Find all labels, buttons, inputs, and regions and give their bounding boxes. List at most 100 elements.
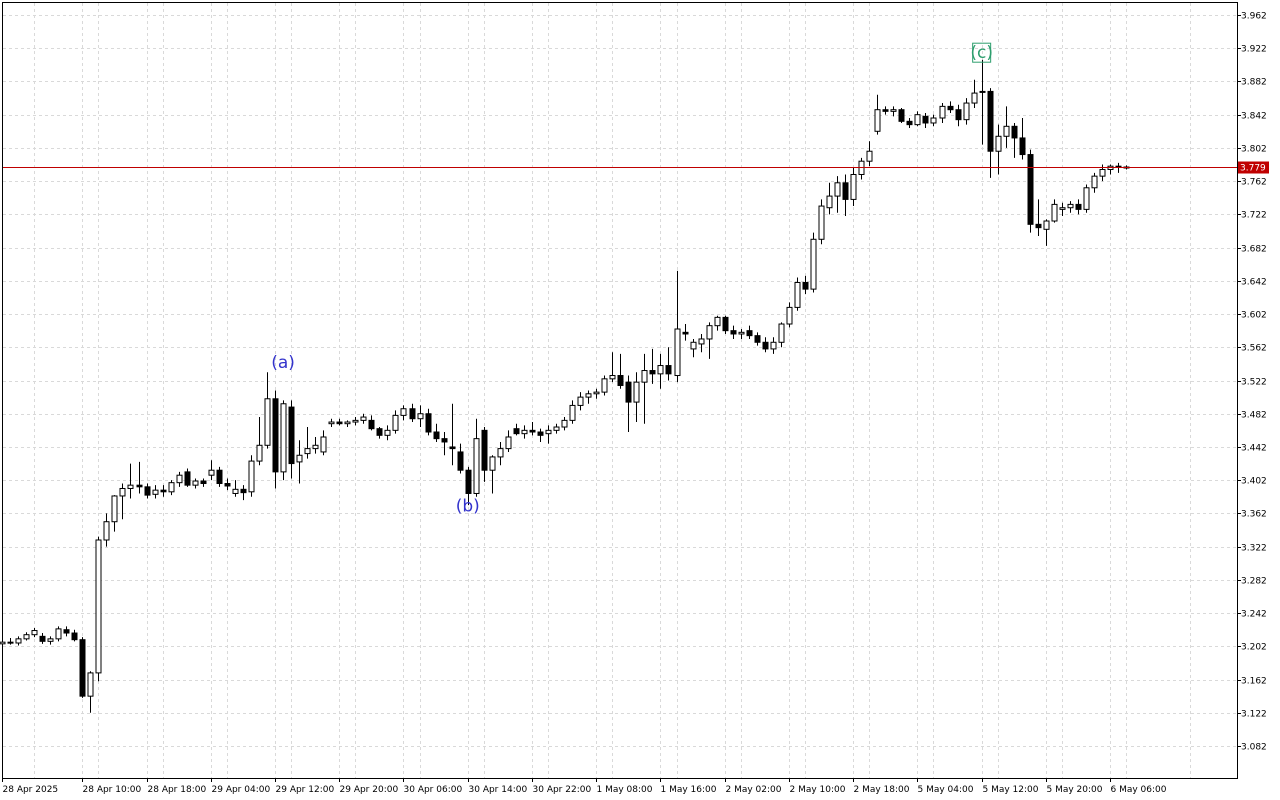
plot-frame	[2, 2, 1238, 779]
candle-body-down	[882, 109, 889, 112]
candle	[714, 315, 721, 331]
candle-body-down	[1011, 125, 1018, 139]
candle	[810, 232, 817, 293]
price-tick-label: 3.322	[1241, 544, 1267, 554]
candle-body-up	[738, 331, 745, 335]
wave-label: (c)	[970, 43, 993, 63]
candle	[545, 425, 552, 444]
candle-body-up	[497, 448, 504, 458]
candle-body-down	[433, 431, 440, 440]
candle	[553, 423, 560, 434]
current-price-line: 3.779	[3, 161, 1269, 174]
candle-body-up	[296, 454, 303, 463]
candle-body-up	[119, 487, 126, 497]
price-tick-label: 3.202	[1241, 643, 1267, 653]
candle	[922, 113, 929, 128]
time-tick-label: 28 Apr 2025	[3, 785, 59, 795]
candle-body-down	[376, 428, 383, 436]
candle-body-down	[465, 469, 472, 494]
candle	[119, 483, 126, 520]
candle-body-up	[834, 182, 841, 197]
time-tick-label: 6 May 06:00	[1111, 785, 1167, 795]
candle-body-up	[778, 323, 785, 343]
candle-body-up	[344, 421, 351, 425]
candle	[47, 636, 54, 645]
candle-body-down	[955, 109, 962, 121]
candle	[794, 277, 801, 311]
candle	[168, 480, 175, 496]
price-axis[interactable]: 3.962 3.922 3.882 3.842 3.802 3.762 3.722 3.682…	[1237, 12, 1267, 753]
candle-body-down	[449, 446, 456, 450]
candle	[537, 428, 544, 442]
candle	[497, 441, 504, 466]
candle	[561, 417, 568, 431]
candle	[722, 315, 729, 334]
candle-body-up	[609, 375, 616, 380]
candle	[23, 632, 30, 641]
price-tick-label: 3.162	[1241, 677, 1267, 687]
candle-body-down	[617, 375, 624, 386]
candle-body-up	[1067, 203, 1074, 209]
candle-body-up	[87, 672, 94, 697]
candle	[360, 413, 367, 424]
candle	[136, 461, 143, 494]
time-axis[interactable]: 28 Apr 2025 28 Apr 10:00 28 Apr 18:00 29 Ap…	[2, 778, 1167, 795]
candle-body-up	[360, 416, 367, 421]
candle-body-down	[906, 120, 913, 126]
candle	[577, 392, 584, 411]
candle	[585, 390, 592, 404]
candle-body-down	[922, 115, 929, 124]
candle	[320, 430, 327, 456]
candle	[144, 483, 151, 499]
price-tick-label: 3.522	[1241, 378, 1267, 388]
candle	[601, 375, 608, 396]
candle-body-up	[553, 426, 560, 431]
candle	[489, 455, 496, 494]
candle-body-up	[674, 328, 681, 377]
candle	[521, 425, 528, 439]
candle	[657, 353, 664, 389]
candle	[906, 118, 913, 128]
candle	[730, 325, 737, 339]
candle	[746, 325, 753, 339]
candle-body-down	[79, 639, 86, 697]
candle	[481, 427, 488, 482]
candle-body-up	[786, 306, 793, 325]
candle-body-down	[457, 451, 464, 471]
candle-body-up	[31, 630, 38, 636]
candle	[312, 436, 319, 454]
candle	[71, 629, 78, 642]
candle	[617, 353, 624, 389]
candle	[890, 106, 897, 117]
candle	[971, 79, 978, 109]
candle-body-up	[714, 316, 721, 327]
candle	[690, 338, 697, 358]
candle-body-up	[569, 404, 576, 421]
candle-body-down	[272, 398, 279, 473]
candle	[818, 199, 825, 245]
time-tick-label: 30 Apr 14:00	[469, 785, 528, 795]
candle	[802, 275, 809, 295]
candle	[473, 418, 480, 497]
candle	[248, 455, 255, 497]
candle	[786, 302, 793, 328]
candle	[216, 466, 223, 487]
candle	[352, 417, 359, 426]
candle-body-down	[754, 335, 761, 343]
candle-body-up	[930, 117, 937, 124]
candle	[400, 405, 407, 421]
candle-body-down	[987, 90, 994, 152]
time-tick-label: 30 Apr 22:00	[533, 785, 592, 795]
candle-body-up	[23, 634, 30, 640]
candle	[914, 111, 921, 127]
price-tick-label: 3.602	[1241, 311, 1267, 321]
candle-body-down	[802, 281, 809, 290]
candle	[874, 94, 881, 135]
candle-body-down	[1035, 223, 1042, 229]
candle-body-up	[280, 403, 287, 473]
candle	[898, 108, 905, 123]
candle	[834, 176, 841, 213]
candle	[698, 333, 705, 353]
